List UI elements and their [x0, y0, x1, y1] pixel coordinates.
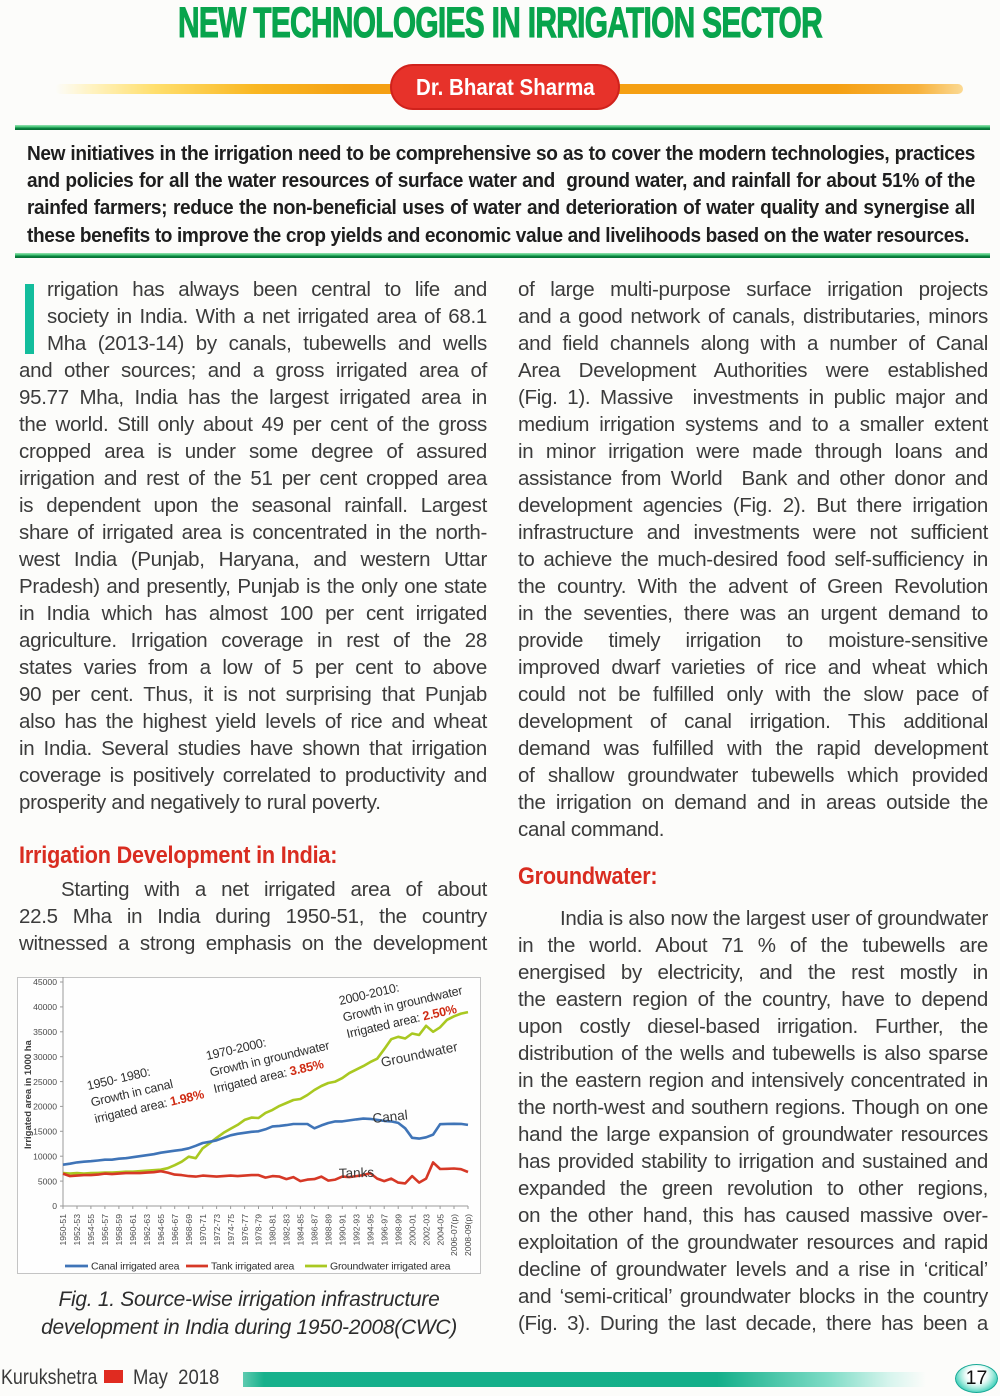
- svg-text:2002-03: 2002-03: [421, 1214, 431, 1246]
- svg-text:1980-81: 1980-81: [268, 1214, 278, 1246]
- svg-text:1962-63: 1962-63: [142, 1214, 152, 1246]
- svg-text:1996-97: 1996-97: [379, 1214, 389, 1246]
- svg-text:1994-95: 1994-95: [365, 1214, 375, 1246]
- svg-text:1982-83: 1982-83: [282, 1214, 292, 1246]
- svg-text:2004-05: 2004-05: [435, 1214, 445, 1246]
- svg-text:20000: 20000: [33, 1102, 57, 1112]
- svg-text:1986-87: 1986-87: [310, 1214, 320, 1246]
- svg-text:1970-71: 1970-71: [198, 1214, 208, 1246]
- svg-text:1952-53: 1952-53: [72, 1214, 82, 1246]
- svg-text:1978-79: 1978-79: [254, 1214, 264, 1246]
- svg-text:45000: 45000: [33, 977, 57, 987]
- svg-text:1960-61: 1960-61: [128, 1214, 138, 1246]
- svg-text:1958-59: 1958-59: [114, 1214, 124, 1246]
- svg-text:1956-57: 1956-57: [100, 1214, 110, 1246]
- svg-text:1964-65: 1964-65: [156, 1214, 166, 1246]
- svg-text:1974-75: 1974-75: [226, 1214, 236, 1246]
- svg-text:5000: 5000: [38, 1176, 57, 1186]
- svg-text:0: 0: [52, 1201, 57, 1211]
- svg-text:Canal: Canal: [372, 1107, 409, 1126]
- svg-text:Irrigated area in 1000 ha: Irrigated area in 1000 ha: [23, 1040, 34, 1149]
- svg-text:35000: 35000: [33, 1027, 57, 1037]
- svg-text:1966-67: 1966-67: [170, 1214, 180, 1246]
- svg-text:1968-69: 1968-69: [184, 1214, 194, 1246]
- svg-text:15000: 15000: [33, 1127, 57, 1137]
- svg-text:1998-99: 1998-99: [393, 1214, 403, 1246]
- svg-text:Tanks: Tanks: [339, 1165, 375, 1181]
- svg-text:1976-77: 1976-77: [240, 1214, 250, 1246]
- svg-text:1950-51: 1950-51: [58, 1214, 68, 1246]
- svg-text:2006-07(p): 2006-07(p): [449, 1214, 459, 1256]
- svg-text:1984-85: 1984-85: [296, 1214, 306, 1246]
- svg-text:1992-93: 1992-93: [352, 1214, 362, 1246]
- svg-text:40000: 40000: [33, 1002, 57, 1012]
- svg-text:10000: 10000: [33, 1151, 57, 1161]
- svg-text:2008-09(p): 2008-09(p): [463, 1214, 473, 1256]
- svg-text:2000-01: 2000-01: [407, 1214, 417, 1246]
- svg-text:Canal irrigated area: Canal irrigated area: [91, 1261, 180, 1273]
- svg-text:1990-91: 1990-91: [338, 1214, 348, 1246]
- svg-text:Groundwater irrigated area: Groundwater irrigated area: [330, 1261, 451, 1273]
- svg-text:1988-89: 1988-89: [324, 1214, 334, 1246]
- svg-text:1972-73: 1972-73: [212, 1214, 222, 1246]
- svg-text:Tank irrigated area: Tank irrigated area: [211, 1261, 295, 1273]
- svg-text:30000: 30000: [33, 1052, 57, 1062]
- svg-text:25000: 25000: [33, 1077, 57, 1087]
- svg-text:1954-55: 1954-55: [86, 1214, 96, 1246]
